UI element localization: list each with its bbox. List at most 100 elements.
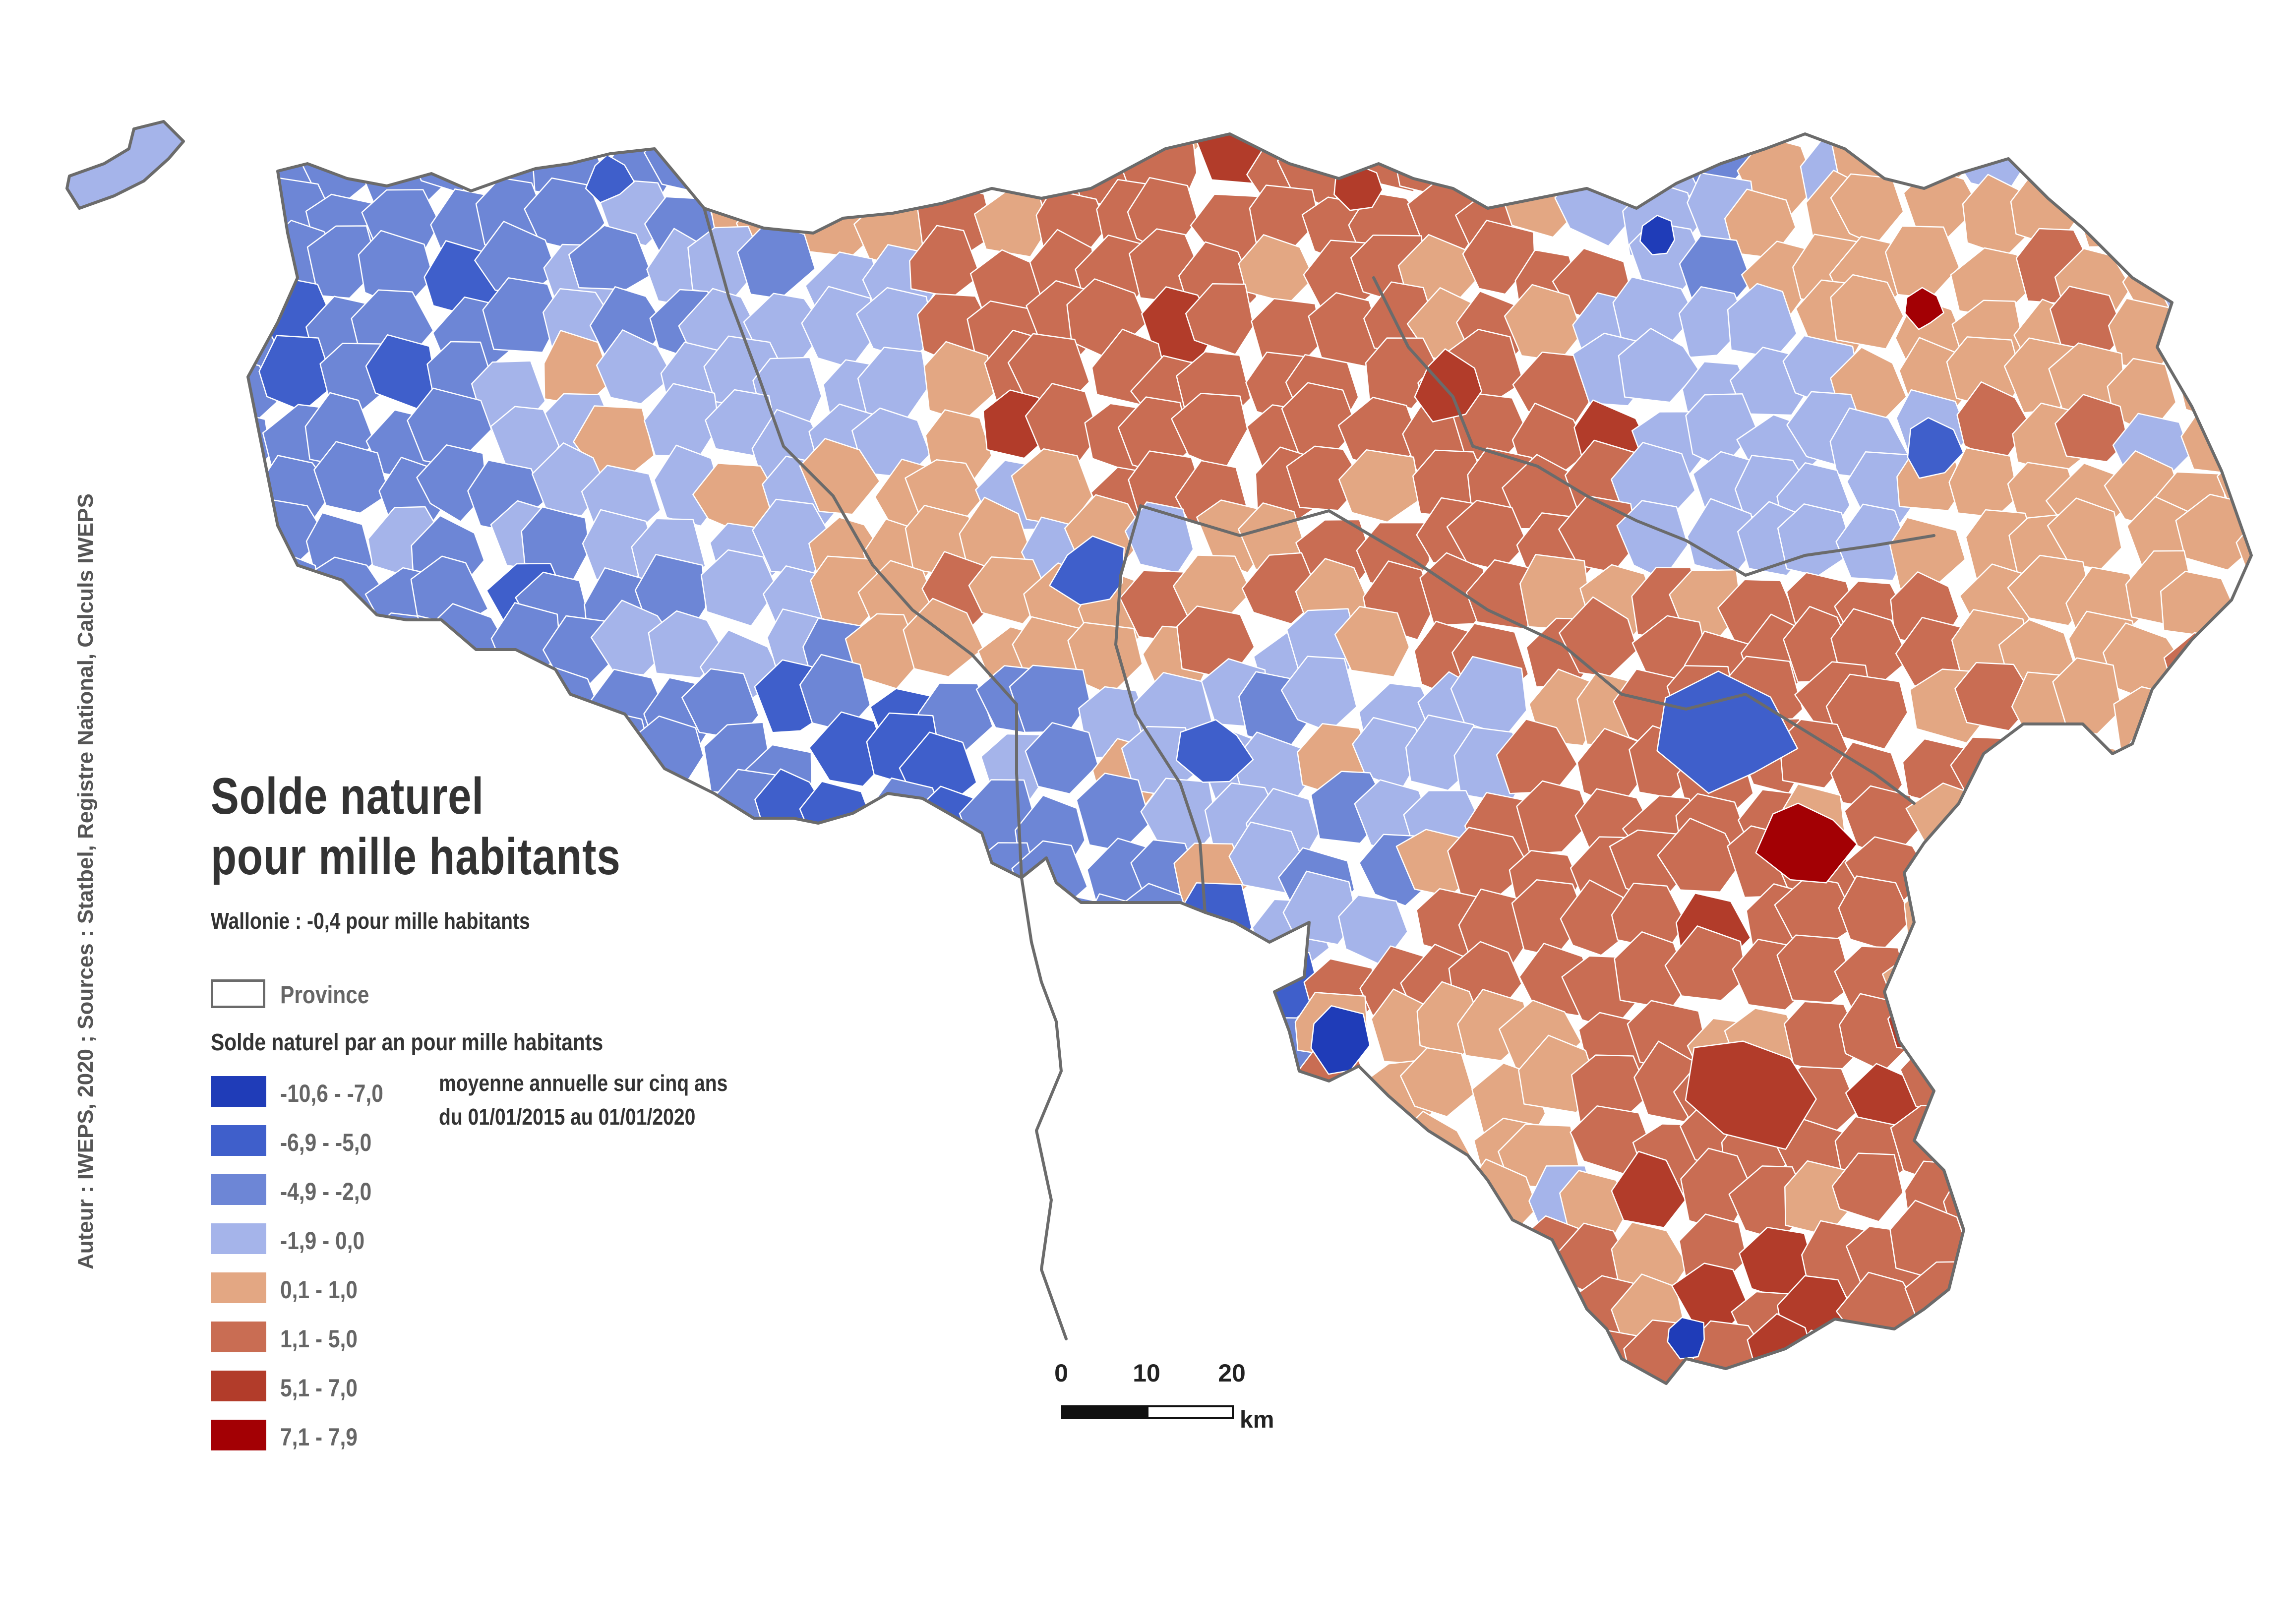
municipality <box>737 1338 814 1383</box>
municipality <box>855 954 930 1023</box>
municipality <box>1300 1337 1380 1383</box>
municipality <box>2163 187 2240 262</box>
municipality <box>1639 215 1676 255</box>
municipality <box>2073 184 2150 248</box>
municipality <box>948 1099 1027 1177</box>
municipality <box>1076 773 1151 852</box>
municipality <box>1831 1152 1904 1222</box>
municipality <box>383 134 459 144</box>
municipality <box>1180 1217 1264 1289</box>
municipality <box>600 1208 674 1285</box>
municipality <box>979 1277 1056 1347</box>
municipality <box>2105 1286 2178 1357</box>
municipality <box>1285 1098 1372 1173</box>
municipality <box>589 955 675 1024</box>
municipality <box>954 1205 1034 1280</box>
municipality <box>1685 1040 1817 1150</box>
municipality <box>707 1149 779 1222</box>
municipality <box>2095 1314 2178 1383</box>
municipality <box>143 612 216 687</box>
municipality <box>2171 885 2251 957</box>
municipality <box>1204 1047 1271 1124</box>
municipality <box>480 666 561 737</box>
municipality <box>1955 885 2034 951</box>
municipality <box>746 1282 827 1351</box>
municipality <box>2172 1001 2247 1079</box>
municipality <box>158 460 236 533</box>
municipality <box>2213 1011 2251 1087</box>
municipality <box>2235 903 2251 968</box>
municipality <box>1297 59 1372 129</box>
municipality <box>2109 134 2194 135</box>
municipality <box>2228 1044 2251 1120</box>
municipality <box>856 1313 926 1383</box>
municipality <box>1071 1096 1148 1168</box>
source-credit: Auteur : IWEPS, 2020 ; Sources : Statbel… <box>73 493 98 1269</box>
municipality <box>1077 1173 1151 1249</box>
municipality <box>1360 1310 1435 1383</box>
municipality <box>547 957 622 1032</box>
municipality <box>2226 1177 2251 1248</box>
municipality <box>915 997 984 1076</box>
municipality <box>857 347 929 421</box>
municipality <box>594 1326 676 1383</box>
municipality <box>379 1341 456 1383</box>
municipality <box>1958 1218 2034 1297</box>
municipality <box>575 134 646 137</box>
municipality <box>542 134 618 154</box>
municipality <box>799 438 881 515</box>
municipality <box>135 1046 209 1121</box>
municipality <box>1399 1047 1475 1118</box>
municipality <box>1996 942 2070 1017</box>
municipality <box>1257 134 1332 153</box>
municipality <box>842 825 922 905</box>
municipality <box>2068 1106 2150 1182</box>
municipality <box>980 134 1058 190</box>
legend-note-line-1: moyenne annuelle sur cinq ans <box>439 1070 728 1096</box>
municipality <box>1227 1150 1304 1228</box>
municipality <box>982 888 1061 958</box>
municipality <box>2058 890 2142 969</box>
municipality <box>1611 1150 1687 1228</box>
municipality <box>691 943 764 1018</box>
legend-label-2: -6,9 - -5,0 <box>280 1129 372 1156</box>
municipality <box>812 1051 888 1122</box>
municipality <box>1961 134 2040 138</box>
municipality <box>1526 134 1601 145</box>
municipality <box>1444 62 1522 131</box>
municipality <box>1910 847 1989 922</box>
municipality <box>2074 134 2147 185</box>
municipality <box>2123 833 2201 903</box>
municipality <box>524 1330 600 1383</box>
municipality <box>585 154 635 204</box>
municipality <box>1656 670 1799 794</box>
municipality <box>814 134 889 199</box>
municipality <box>631 844 709 920</box>
municipality <box>1903 878 1983 960</box>
municipality <box>248 134 285 192</box>
scale-segment-dark <box>1061 1405 1148 1419</box>
municipality <box>1904 287 1944 330</box>
municipality <box>302 670 385 742</box>
province-boundary-2 <box>1020 876 1068 1340</box>
municipality <box>1140 1152 1216 1224</box>
municipality <box>965 1004 1038 1084</box>
municipality <box>1406 1316 1478 1383</box>
comines-exclave <box>66 120 184 209</box>
municipality <box>1284 1171 1362 1242</box>
municipality <box>911 890 990 962</box>
municipality <box>313 441 390 514</box>
municipality <box>414 947 492 1019</box>
legend-label-1: -10,6 - -7,0 <box>280 1080 383 1107</box>
municipality <box>420 661 500 734</box>
municipality <box>1080 893 1153 972</box>
municipality <box>1092 951 1168 1028</box>
municipality <box>686 1315 766 1383</box>
legend-swatch-1 <box>211 1076 266 1107</box>
municipality <box>1516 780 1592 854</box>
legend-label-8: 7,1 - 7,9 <box>280 1423 358 1451</box>
municipality <box>848 1053 926 1130</box>
municipality <box>1334 605 1410 678</box>
municipality <box>1181 1285 1257 1358</box>
municipality <box>1286 445 1364 511</box>
